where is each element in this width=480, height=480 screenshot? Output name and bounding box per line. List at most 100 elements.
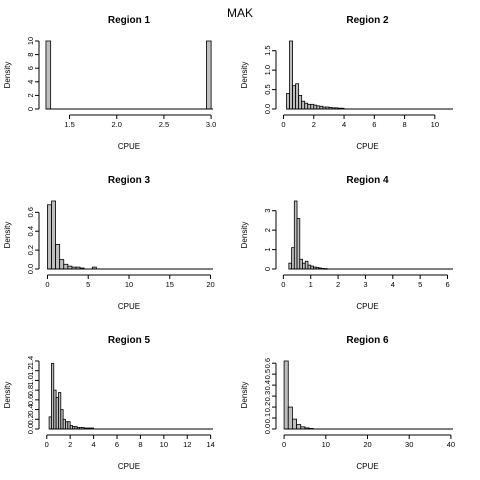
histogram-bar <box>287 406 293 430</box>
x-tick-label: 4 <box>391 280 395 289</box>
y-tick-label: 1.0 <box>263 65 272 75</box>
x-tick-label: 2.0 <box>112 120 122 129</box>
histogram-bar <box>45 40 52 110</box>
y-tick-label: 1 <box>263 247 272 251</box>
x-tick-label: 6 <box>445 280 449 289</box>
histogram-bar <box>307 264 312 270</box>
x-axis-title: CPUE <box>356 142 378 151</box>
x-tick-label: 2 <box>68 440 72 449</box>
histogram-bar <box>313 104 318 110</box>
histogram-bar <box>295 83 300 110</box>
y-tick-label: 0.2 <box>26 414 35 424</box>
histogram-bar <box>286 93 290 110</box>
histogram-bar <box>304 102 309 110</box>
histogram-bar <box>310 103 315 110</box>
x-axis-title: CPUE <box>118 142 140 151</box>
histogram-bar <box>288 262 292 270</box>
x-tick-label: 2 <box>312 120 316 129</box>
y-axis-title: Density <box>240 222 249 249</box>
x-tick-label: 20 <box>206 280 214 289</box>
x-tick-label: 0 <box>45 280 49 289</box>
x-axis-title: CPUE <box>118 462 140 471</box>
y-tick-label: 0.5 <box>263 84 272 94</box>
x-tick-label: 8 <box>402 120 406 129</box>
histogram-panel-6: Region 6 0 10 20 30 40 0.00.10.20.30.40.50.6 CP… <box>240 335 455 471</box>
panel-title: Region 4 <box>346 175 389 186</box>
x-tick-label: 3 <box>363 280 367 289</box>
x-tick-label: 5 <box>86 280 90 289</box>
y-tick-label: 1.0 <box>26 375 35 385</box>
panel-title: Region 1 <box>108 15 151 26</box>
histogram-bar <box>301 100 306 110</box>
x-tick-label: 6 <box>372 120 376 129</box>
x-tick-label: 6 <box>115 440 119 449</box>
y-tick-label: 0.6 <box>26 395 35 405</box>
x-tick-label: 3.0 <box>206 120 216 129</box>
histogram-bar <box>299 258 303 270</box>
x-tick-label: 0 <box>282 440 286 449</box>
x-tick-label: 15 <box>166 280 174 289</box>
y-tick-label: 0.0 <box>26 264 35 274</box>
histogram-bar <box>47 204 52 270</box>
histogram-bar <box>205 40 212 110</box>
y-tick-label: 1.2 <box>26 365 35 375</box>
y-tick-label: 2 <box>26 93 35 97</box>
histogram-bar <box>291 247 295 270</box>
histogram-bar <box>283 360 289 430</box>
x-axis-title: CPUE <box>356 462 378 471</box>
x-tick-label: 0 <box>281 120 285 129</box>
panel-title: Region 6 <box>346 335 389 346</box>
histogram-bar <box>292 85 297 110</box>
histogram-bar <box>289 40 293 110</box>
histogram-bar <box>292 418 297 430</box>
histogram-panel-3: Region 3 0 5 10 15 20 0.0 0.2 0.4 0.6 CPUE Density <box>3 175 215 311</box>
panel-title: Region 2 <box>346 15 389 26</box>
y-tick-label: 0.4 <box>26 226 35 236</box>
y-tick-label: 0.4 <box>26 404 35 414</box>
x-tick-label: 8 <box>138 440 142 449</box>
y-tick-label: 0.0 <box>263 104 272 114</box>
histogram-bar <box>63 263 69 270</box>
histogram-bar <box>293 200 298 270</box>
y-axis-title: Density <box>240 62 249 89</box>
x-tick-label: 40 <box>447 440 455 449</box>
y-axis-title: Density <box>3 62 12 89</box>
x-tick-label: 0 <box>45 440 49 449</box>
x-tick-label: 30 <box>405 440 413 449</box>
x-tick-label: 10 <box>125 280 133 289</box>
histogram-bar <box>296 218 301 270</box>
histogram-bar <box>55 244 61 270</box>
panel-title: Region 3 <box>108 175 151 186</box>
x-tick-label: 10 <box>160 440 168 449</box>
y-tick-label: 4 <box>26 80 35 84</box>
histogram-panel-5: Region 5 0 2 4 6 8 10 12 14 0.00.20.40.60.81.01.2… <box>3 335 215 471</box>
x-tick-label: 1.5 <box>64 120 74 129</box>
y-tick-label: 0.5 <box>263 369 272 379</box>
y-tick-label: 0 <box>26 107 35 111</box>
y-tick-label: 0.0 <box>263 424 272 434</box>
x-tick-label: 20 <box>363 440 371 449</box>
y-tick-label: 0.3 <box>263 391 272 401</box>
x-tick-label: 2.5 <box>159 120 169 129</box>
y-tick-label: 10 <box>26 37 35 45</box>
x-tick-label: 10 <box>322 440 330 449</box>
y-axis-title: Density <box>3 382 12 409</box>
panel-title: Region 5 <box>108 335 151 346</box>
x-axis-title: CPUE <box>118 302 140 311</box>
x-tick-label: 4 <box>91 440 95 449</box>
histogram-panel-4: Region 4 0 1 2 3 4 5 6 0 1 2 3 CPUE Density <box>240 175 453 311</box>
x-axis-title: CPUE <box>356 302 378 311</box>
y-tick-label: 1.4 <box>26 356 35 366</box>
figure-title: MAK <box>227 6 253 20</box>
histogram-bar <box>59 259 65 270</box>
y-tick-label: 0.4 <box>263 380 272 390</box>
histogram-panel-2: Region 2 0 2 4 6 8 10 0.0 0.5 1.0 1.5 CPUE Density <box>240 15 453 151</box>
y-tick-label: 0.6 <box>263 358 272 368</box>
y-tick-label: 0.2 <box>26 245 35 255</box>
x-tick-label: 5 <box>418 280 422 289</box>
y-tick-label: 6 <box>26 66 35 70</box>
histogram-bar <box>51 200 57 270</box>
y-tick-label: 3 <box>263 209 272 213</box>
histogram-bar <box>296 424 302 430</box>
y-tick-label: 1.5 <box>263 45 272 55</box>
